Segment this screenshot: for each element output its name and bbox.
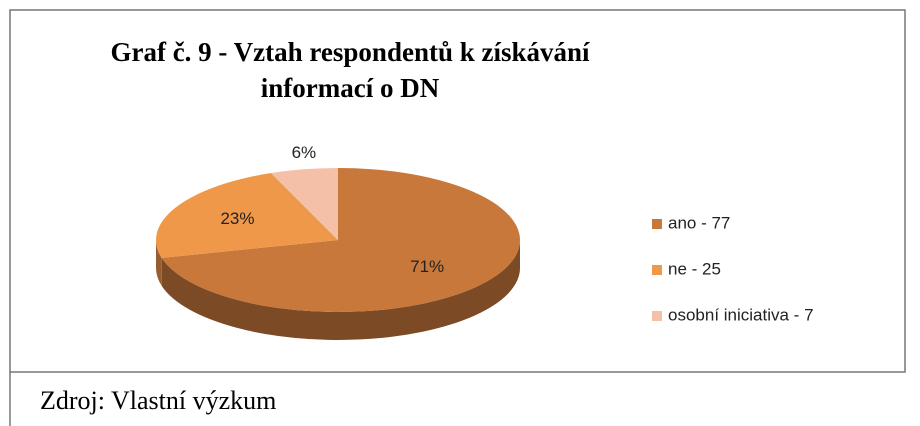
data-label: 23%	[220, 209, 254, 228]
legend-label: osobní iniciativa - 7	[668, 305, 814, 324]
legend-swatch	[652, 265, 662, 275]
pie-side	[156, 240, 162, 286]
data-label: 71%	[410, 257, 444, 276]
legend-swatch	[652, 219, 662, 229]
legend-swatch	[652, 311, 662, 321]
legend-label: ne - 25	[668, 259, 721, 278]
data-label: 6%	[292, 143, 317, 162]
legend-label: ano - 77	[668, 213, 730, 232]
source: Zdroj: Vlastní výzkum	[40, 386, 277, 415]
chart-frame	[9, 9, 906, 373]
chart-title: Graf č. 9 - Vztah respondentů k získáván…	[110, 37, 590, 103]
pie-slice	[155, 173, 338, 258]
pie-side	[161, 240, 521, 341]
pie-slice	[271, 168, 338, 240]
pie-slice	[161, 168, 520, 313]
